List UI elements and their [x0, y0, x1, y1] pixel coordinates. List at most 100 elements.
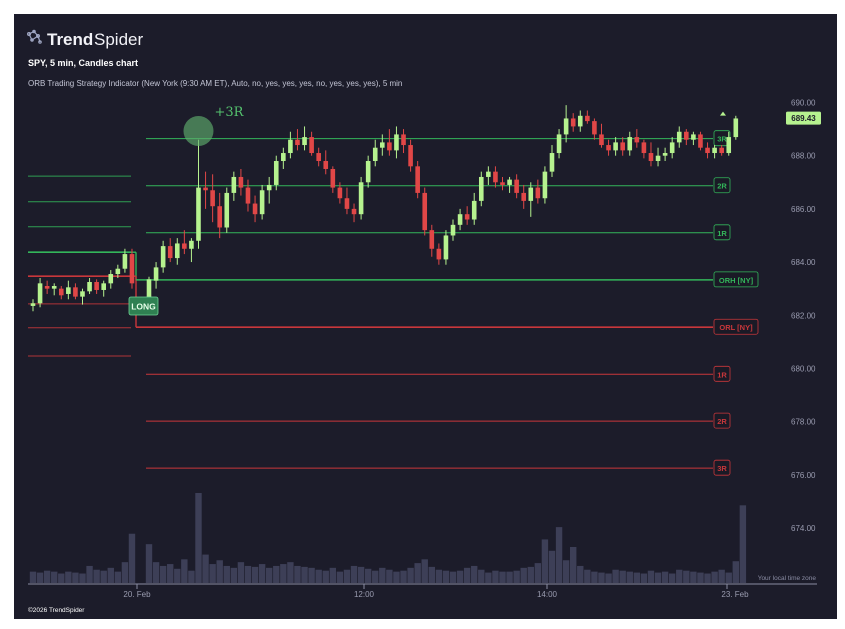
- candle-body: [500, 182, 505, 185]
- volume-bar: [114, 571, 122, 583]
- volume-bar: [400, 570, 407, 583]
- candle-body: [358, 182, 364, 215]
- candle-body: [408, 145, 413, 167]
- volume-bar: [598, 572, 605, 583]
- volume-bar: [527, 566, 534, 583]
- volume-bar: [364, 568, 372, 583]
- candle-body: [281, 153, 286, 162]
- volume-bar: [548, 550, 556, 583]
- orb-levels: 1R 2R 3R 1R 2R 3R ORH [NY] ORL [NY]: [28, 130, 759, 476]
- volume-bar: [435, 569, 443, 583]
- candle-body: [443, 235, 449, 260]
- volume-bar: [478, 569, 485, 583]
- candle-body: [641, 142, 647, 154]
- candle-body: [464, 214, 470, 220]
- volume-bar: [280, 564, 287, 583]
- orh-label: ORH [NY]: [719, 276, 754, 285]
- volume-bar: [202, 554, 209, 583]
- candle-body: [231, 176, 237, 193]
- volume-bar: [591, 571, 598, 583]
- volume-bar: [65, 571, 72, 583]
- volume-bar: [562, 560, 570, 583]
- candle-body: [266, 184, 272, 191]
- candle-body: [676, 131, 682, 143]
- indicator-description: ORB Trading Strategy Indicator (New York…: [28, 79, 402, 88]
- candle-body: [613, 142, 618, 151]
- candle-body: [380, 142, 385, 148]
- candle-body: [146, 279, 152, 305]
- volume-bar: [372, 570, 379, 583]
- x-axis-tick-label: 20. Feb: [123, 590, 151, 599]
- target-down-label-box: [713, 365, 731, 382]
- y-axis-tick-label: 680.00: [791, 364, 816, 373]
- volume-bar: [711, 571, 718, 583]
- candle-body: [620, 142, 625, 151]
- chart-background: [14, 14, 837, 619]
- volume-bar: [449, 571, 457, 583]
- volume-bar: [697, 572, 704, 583]
- volume-bar: [244, 565, 252, 583]
- candle-body: [351, 208, 357, 215]
- candle-body: [94, 282, 99, 290]
- candle-body: [217, 206, 222, 228]
- volume-bar: [36, 572, 44, 583]
- candle-body: [726, 137, 732, 154]
- orl-label: ORL [NY]: [719, 323, 753, 332]
- volume-bar: [407, 567, 414, 583]
- candle-body: [30, 303, 36, 306]
- x-axis-tick-label: 14:00: [537, 590, 558, 599]
- target-up-label-box: [713, 224, 731, 241]
- volume-bar: [167, 564, 174, 583]
- volume-bar: [386, 569, 393, 583]
- candle-body: [66, 287, 71, 294]
- volume-bar: [174, 568, 181, 583]
- volume-bar: [43, 570, 51, 583]
- candle-body: [174, 243, 180, 259]
- volume-bar: [308, 567, 315, 583]
- volume-bar: [393, 571, 400, 583]
- y-axis-tick-label: 676.00: [791, 471, 816, 480]
- candle-body: [309, 137, 314, 154]
- volume-bar: [273, 565, 280, 583]
- volume-bar: [58, 573, 65, 583]
- candle-body: [295, 139, 300, 146]
- candle-body: [429, 230, 435, 249]
- candle-body: [245, 187, 251, 204]
- last-price-marker: [720, 111, 726, 116]
- volume-bar: [739, 505, 747, 583]
- volume-bar: [499, 571, 506, 583]
- volume-bar: [577, 565, 584, 583]
- volume-bar: [145, 544, 153, 583]
- volume-bar: [223, 565, 230, 583]
- x-axis-tick-label: 12:00: [354, 590, 375, 599]
- candlestick-chart[interactable]: Trend Spider SPY, 5 min, Candles chart O…: [14, 14, 837, 619]
- volume-bar: [287, 562, 294, 583]
- volume-bar: [442, 570, 450, 583]
- volume-bar: [181, 559, 188, 583]
- volume-bar: [492, 570, 499, 583]
- volume-bar: [633, 572, 641, 583]
- volume-bar: [100, 570, 107, 583]
- y-axis-tick-label: 688.00: [791, 152, 816, 161]
- target-down-label: 3R: [717, 464, 727, 473]
- candle-body: [182, 243, 187, 249]
- copyright-text: ©2026 TrendSpider: [28, 606, 85, 614]
- y-axis-tick-label: 682.00: [791, 311, 816, 320]
- volume-bar: [612, 569, 619, 583]
- candle-body: [51, 285, 57, 289]
- candle-body: [493, 171, 498, 183]
- candle-body: [521, 192, 527, 201]
- candle-body: [733, 118, 739, 138]
- volume-bar: [555, 527, 563, 583]
- candle-body: [167, 246, 173, 259]
- target-up-label: 2R: [717, 182, 727, 191]
- volume-bar: [718, 569, 725, 583]
- candle-body: [37, 283, 43, 304]
- candle-body: [115, 268, 121, 275]
- candle-body: [535, 187, 541, 199]
- candle-body: [337, 187, 343, 199]
- candle-body: [556, 134, 562, 154]
- long-marker-box: [128, 296, 159, 316]
- volume-bar: [315, 569, 322, 583]
- candle-body: [210, 190, 215, 207]
